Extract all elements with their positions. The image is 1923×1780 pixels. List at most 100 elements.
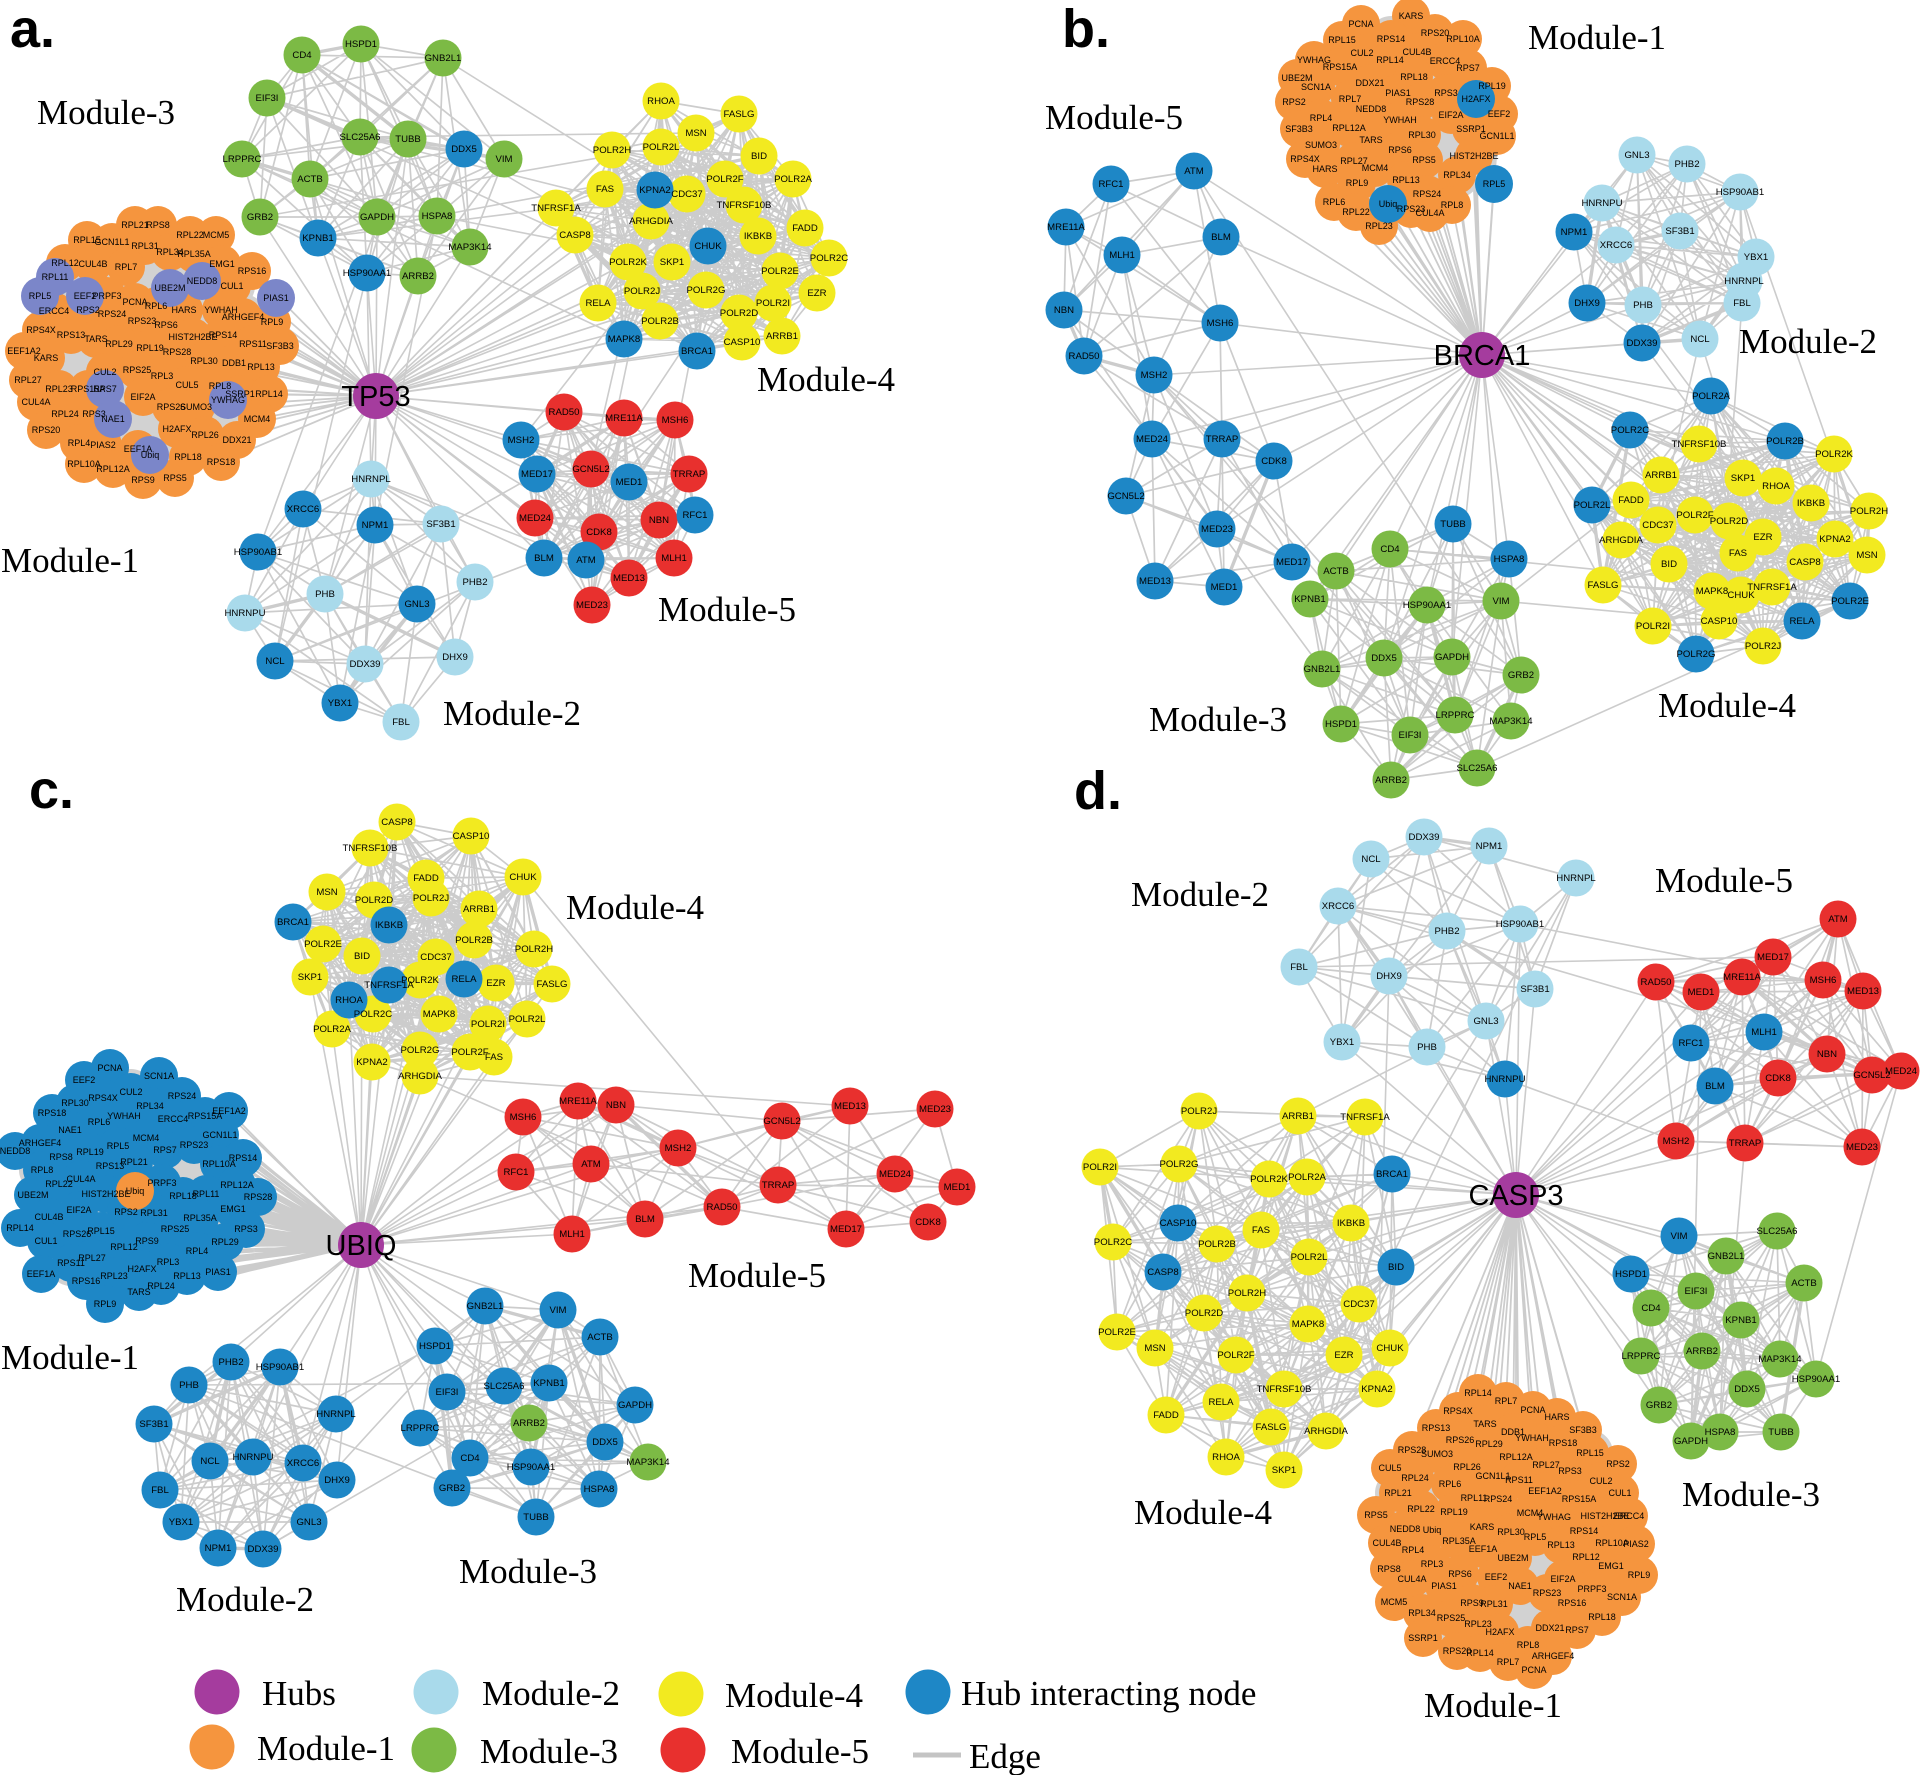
svg-text:BRCA1: BRCA1 [1376,1169,1408,1180]
svg-text:POLR2L: POLR2L [509,1014,546,1025]
svg-text:UBE2M: UBE2M [154,283,185,293]
svg-text:RPL12A: RPL12A [96,464,130,474]
svg-text:POLR2H: POLR2H [515,944,553,955]
svg-text:DDB1: DDB1 [1501,1427,1525,1437]
svg-text:MED13: MED13 [1847,986,1879,997]
svg-text:MSN: MSN [1144,1343,1165,1354]
svg-text:GNB2L1: GNB2L1 [467,1301,504,1312]
svg-text:RPL13: RPL13 [173,1271,201,1281]
svg-text:Module-5: Module-5 [731,1732,869,1771]
svg-text:ACTB: ACTB [297,174,323,185]
svg-text:HSP90AB1: HSP90AB1 [234,547,283,558]
svg-text:MAP3K14: MAP3K14 [1489,716,1533,727]
svg-text:RPS18: RPS18 [1549,1438,1578,1448]
svg-text:RPL4: RPL4 [68,438,91,448]
svg-text:TUBB: TUBB [523,1512,549,1523]
svg-text:Ubiq: Ubiq [141,450,160,460]
svg-text:RPL13: RPL13 [1547,1540,1575,1550]
svg-text:LRPPRC: LRPPRC [223,154,262,165]
svg-text:MCM4: MCM4 [1517,1508,1544,1518]
svg-text:DDX39: DDX39 [1409,832,1440,843]
svg-text:NEDD8: NEDD8 [1356,104,1387,114]
svg-text:MED24: MED24 [519,513,552,524]
svg-text:GAPDH: GAPDH [360,212,394,223]
svg-text:PHB: PHB [179,1380,199,1391]
svg-text:RPS9: RPS9 [1460,1598,1484,1608]
svg-text:PRPF3: PRPF3 [147,1178,176,1188]
svg-text:RPS8: RPS8 [1377,1564,1401,1574]
svg-text:ACTB: ACTB [1323,566,1349,577]
svg-text:Module-5: Module-5 [658,590,796,629]
svg-text:UBE2M: UBE2M [1497,1553,1528,1563]
svg-text:XRCC6: XRCC6 [1322,901,1355,912]
svg-text:FBL: FBL [1733,298,1751,309]
svg-text:RPS5: RPS5 [1364,1510,1388,1520]
svg-text:MSH6: MSH6 [1207,318,1234,329]
svg-text:DDX21: DDX21 [222,435,251,445]
svg-text:MED23: MED23 [1846,1142,1878,1153]
svg-text:POLR2B: POLR2B [1766,436,1804,447]
svg-text:FBL: FBL [392,717,410,728]
svg-text:UBE2M: UBE2M [17,1190,48,1200]
svg-text:RPL14: RPL14 [1376,55,1404,65]
svg-text:RPL34: RPL34 [136,1101,164,1111]
svg-text:POLR2K: POLR2K [1815,449,1853,460]
svg-text:KPNA2: KPNA2 [1361,1384,1392,1395]
svg-text:MAP3K14: MAP3K14 [1758,1354,1802,1365]
svg-text:RPL10A: RPL10A [1446,34,1480,44]
svg-text:CUL1: CUL1 [34,1236,57,1246]
svg-text:HNRNPL: HNRNPL [1724,276,1764,287]
svg-text:HSPA8: HSPA8 [584,1484,615,1495]
svg-text:RAD50: RAD50 [707,1202,738,1213]
svg-text:TNFRSF10B: TNFRSF10B [343,843,398,854]
svg-text:GRB2: GRB2 [247,212,273,223]
svg-text:a.: a. [10,0,55,59]
svg-text:POLR2J: POLR2J [1745,641,1781,652]
svg-text:RPL12A: RPL12A [1332,123,1366,133]
svg-text:RPL29: RPL29 [105,339,133,349]
svg-text:Module-5: Module-5 [1655,861,1793,900]
svg-text:EEF2: EEF2 [74,291,97,301]
svg-text:POLR2B: POLR2B [455,935,493,946]
svg-text:CUL4B: CUL4B [1372,1538,1401,1548]
svg-text:Module-1: Module-1 [1424,1686,1562,1725]
svg-text:RPS14: RPS14 [209,330,238,340]
svg-text:RPL6: RPL6 [88,1117,111,1127]
svg-text:KARS: KARS [34,353,59,363]
svg-text:MED23: MED23 [1201,524,1233,535]
svg-text:HIST2H2BE: HIST2H2BE [1449,151,1498,161]
svg-text:YBX1: YBX1 [328,698,353,709]
svg-text:YWHAG: YWHAG [211,395,245,405]
svg-text:POLR2J: POLR2J [413,893,449,904]
svg-text:RPS15A: RPS15A [1562,1494,1597,1504]
svg-text:HSP90AB1: HSP90AB1 [256,1362,305,1373]
svg-text:MAPK8: MAPK8 [608,334,641,345]
svg-text:CDK8: CDK8 [586,527,612,538]
svg-text:RELA: RELA [451,974,477,985]
svg-text:Module-2: Module-2 [176,1580,314,1619]
svg-text:POLR2F: POLR2F [1676,510,1713,521]
svg-text:HSPA8: HSPA8 [1705,1427,1736,1438]
svg-text:POLR2B: POLR2B [1198,1239,1236,1250]
svg-text:POLR2L: POLR2L [1291,1252,1328,1263]
svg-text:RPL9: RPL9 [1346,178,1369,188]
svg-text:DDX5: DDX5 [592,1437,618,1448]
svg-text:RPL23: RPL23 [1365,221,1393,231]
svg-text:CDC37: CDC37 [1343,1299,1374,1310]
svg-text:POLR2L: POLR2L [1574,500,1611,511]
svg-text:Module-1: Module-1 [1,541,139,580]
svg-text:RELA: RELA [1789,616,1815,627]
svg-text:KPNA2: KPNA2 [1819,534,1850,545]
svg-text:MLH1: MLH1 [661,553,687,564]
svg-text:POLR2G: POLR2G [1677,649,1716,660]
svg-text:RPL22: RPL22 [45,1179,73,1189]
svg-text:RPS20: RPS20 [32,425,61,435]
svg-text:RPL4: RPL4 [1310,113,1333,123]
svg-text:MED17: MED17 [1757,952,1789,963]
svg-text:HIST2H2BE: HIST2H2BE [168,332,217,342]
svg-text:PCNA: PCNA [1348,19,1373,29]
svg-text:MLH1: MLH1 [1109,250,1135,261]
svg-text:RPL5: RPL5 [1483,179,1506,189]
svg-text:HNRNPU: HNRNPU [232,1452,273,1463]
svg-text:RPL31: RPL31 [1480,1599,1508,1609]
